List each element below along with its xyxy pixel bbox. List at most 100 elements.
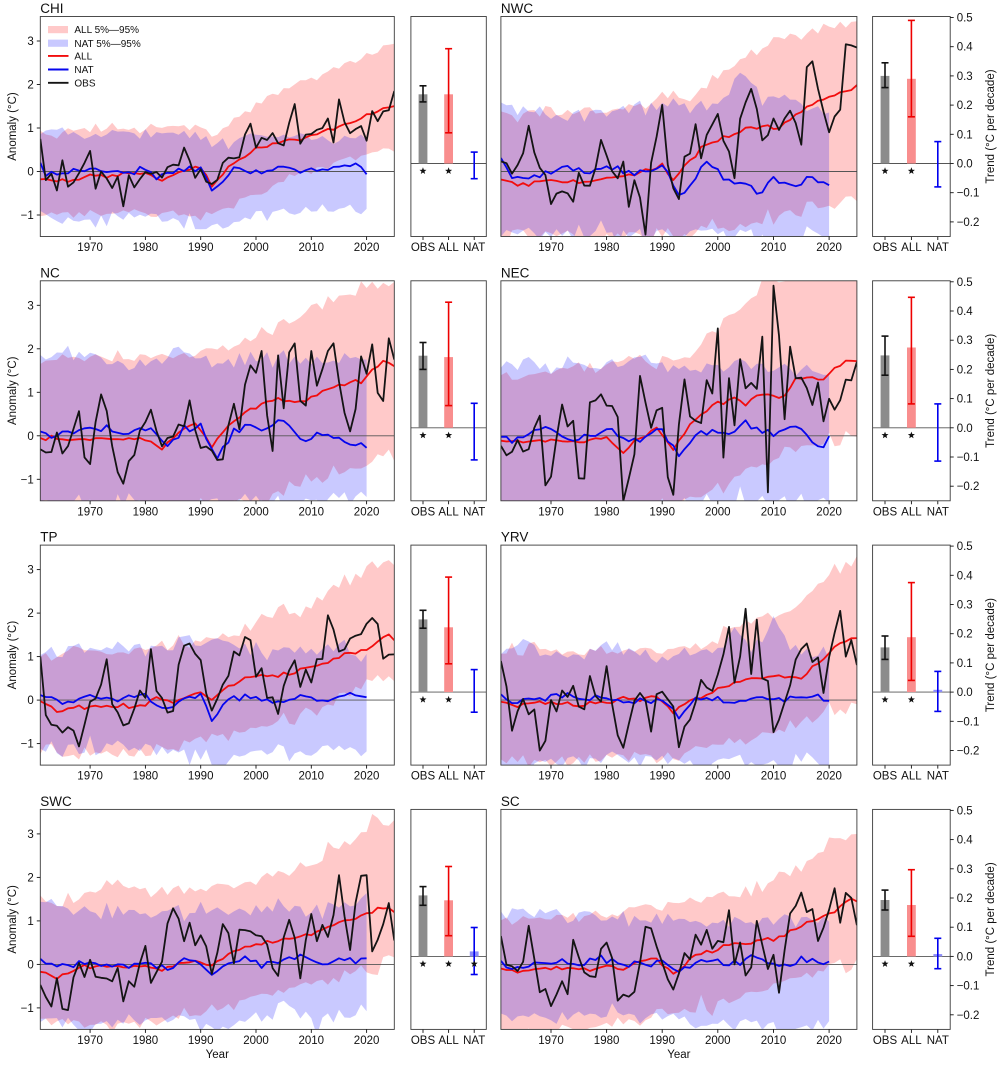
svg-text:1: 1 [27, 123, 33, 135]
svg-text:2020: 2020 [354, 506, 380, 518]
svg-text:ALL: ALL [438, 506, 459, 518]
svg-text:0.4: 0.4 [957, 306, 974, 318]
svg-text:1980: 1980 [133, 242, 159, 254]
svg-text:1980: 1980 [594, 242, 620, 254]
svg-text:2020: 2020 [354, 242, 380, 254]
svg-text:2010: 2010 [299, 771, 325, 783]
svg-text:2010: 2010 [761, 506, 787, 518]
svg-text:NAT: NAT [463, 242, 485, 254]
svg-text:0.1: 0.1 [957, 394, 973, 406]
svg-text:−0.1: −0.1 [957, 452, 980, 464]
svg-text:2000: 2000 [705, 1035, 731, 1047]
svg-text:Trend (°C per decade): Trend (°C per decade) [985, 69, 997, 183]
svg-text:0.2: 0.2 [957, 364, 973, 376]
svg-text:ALL: ALL [901, 242, 922, 254]
svg-text:0.2: 0.2 [957, 100, 973, 112]
svg-text:Anomaly (°C): Anomaly (°C) [7, 356, 19, 425]
svg-text:Year: Year [206, 1049, 229, 1061]
svg-text:1980: 1980 [133, 506, 159, 518]
svg-text:2000: 2000 [243, 771, 269, 783]
svg-text:SC: SC [501, 794, 520, 809]
svg-text:2020: 2020 [816, 242, 842, 254]
svg-text:TP: TP [40, 530, 57, 545]
svg-text:2020: 2020 [354, 771, 380, 783]
svg-text:1980: 1980 [594, 1035, 620, 1047]
svg-text:ALL: ALL [438, 242, 459, 254]
svg-text:0.1: 0.1 [957, 129, 973, 141]
svg-text:1: 1 [27, 652, 33, 664]
svg-text:NWC: NWC [501, 1, 533, 16]
svg-text:ALL: ALL [438, 771, 459, 783]
svg-text:Trend (°C per decade): Trend (°C per decade) [985, 598, 997, 712]
svg-text:OBS: OBS [873, 771, 898, 783]
svg-text:−0.1: −0.1 [957, 716, 980, 728]
svg-text:1990: 1990 [649, 1035, 675, 1047]
svg-text:1970: 1970 [77, 1035, 103, 1047]
svg-text:1990: 1990 [188, 506, 214, 518]
svg-text:−1: −1 [21, 210, 34, 222]
svg-text:−1: −1 [21, 474, 34, 486]
svg-text:0.5: 0.5 [957, 805, 973, 817]
svg-text:OBS: OBS [411, 1035, 436, 1047]
svg-text:1990: 1990 [188, 242, 214, 254]
svg-text:0: 0 [27, 431, 33, 443]
svg-text:1970: 1970 [538, 506, 564, 518]
svg-text:NAT: NAT [74, 65, 93, 76]
svg-text:−0.1: −0.1 [957, 981, 980, 993]
svg-text:1970: 1970 [538, 242, 564, 254]
svg-text:0.3: 0.3 [957, 71, 973, 83]
svg-text:0: 0 [27, 959, 33, 971]
svg-text:NAT: NAT [927, 771, 949, 783]
svg-text:Trend (°C per decade): Trend (°C per decade) [985, 334, 997, 448]
svg-text:2020: 2020 [816, 506, 842, 518]
svg-text:0.0: 0.0 [957, 951, 973, 963]
svg-text:1990: 1990 [188, 771, 214, 783]
svg-text:SWC: SWC [40, 794, 72, 809]
svg-text:−0.1: −0.1 [957, 188, 980, 200]
svg-text:NAT: NAT [463, 1035, 485, 1047]
svg-text:2010: 2010 [299, 1035, 325, 1047]
svg-text:2: 2 [27, 344, 33, 356]
svg-text:1970: 1970 [77, 771, 103, 783]
svg-text:1990: 1990 [649, 242, 675, 254]
svg-text:ALL: ALL [74, 52, 92, 63]
svg-text:YRV: YRV [501, 530, 529, 545]
svg-text:NAT: NAT [927, 242, 949, 254]
svg-text:0.3: 0.3 [957, 864, 973, 876]
svg-text:1980: 1980 [594, 771, 620, 783]
svg-text:0.1: 0.1 [957, 922, 973, 934]
svg-text:Anomaly (°C): Anomaly (°C) [7, 621, 19, 690]
svg-text:0.5: 0.5 [957, 13, 973, 25]
svg-text:1990: 1990 [649, 506, 675, 518]
svg-text:0.2: 0.2 [957, 629, 973, 641]
svg-text:OBS: OBS [411, 771, 436, 783]
svg-text:CHI: CHI [40, 1, 63, 16]
svg-text:2000: 2000 [243, 506, 269, 518]
svg-text:ALL: ALL [901, 1035, 922, 1047]
svg-text:0.3: 0.3 [957, 335, 973, 347]
svg-text:0.5: 0.5 [957, 541, 973, 553]
svg-text:3: 3 [27, 300, 33, 312]
svg-text:2020: 2020 [354, 1035, 380, 1047]
svg-text:Anomaly (°C): Anomaly (°C) [7, 92, 19, 161]
svg-text:−1: −1 [21, 1003, 34, 1015]
svg-text:0.5: 0.5 [957, 277, 973, 289]
svg-text:3: 3 [27, 565, 33, 577]
svg-text:0.4: 0.4 [957, 570, 974, 582]
svg-text:NAT: NAT [463, 771, 485, 783]
svg-text:NC: NC [40, 265, 60, 280]
svg-text:ALL: ALL [901, 771, 922, 783]
svg-text:3: 3 [27, 829, 33, 841]
svg-text:2000: 2000 [243, 1035, 269, 1047]
svg-text:1970: 1970 [77, 242, 103, 254]
svg-text:2: 2 [27, 80, 33, 92]
svg-text:2000: 2000 [705, 506, 731, 518]
svg-text:2000: 2000 [243, 242, 269, 254]
svg-text:NAT: NAT [927, 1035, 949, 1047]
svg-text:ALL: ALL [438, 1035, 459, 1047]
svg-text:−1: −1 [21, 739, 34, 751]
svg-text:1: 1 [27, 916, 33, 928]
svg-text:0.2: 0.2 [957, 893, 973, 905]
svg-text:ALL 5%—95%: ALL 5%—95% [74, 25, 139, 36]
svg-text:0.4: 0.4 [957, 835, 974, 847]
